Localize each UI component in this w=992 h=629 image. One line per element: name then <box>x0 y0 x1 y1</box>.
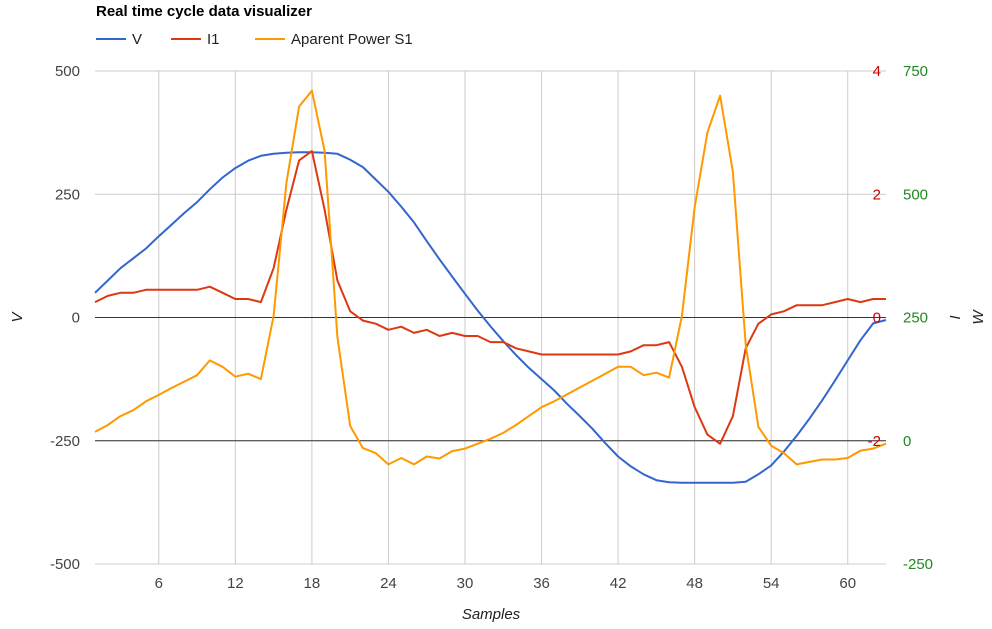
y-tick-label-i: 0 <box>873 310 881 327</box>
series-lines <box>94 89 887 484</box>
x-tick-label: 12 <box>227 575 244 592</box>
x-tick-label: 42 <box>610 575 627 592</box>
series-line-v <box>94 151 887 484</box>
x-tick-label: 54 <box>763 575 780 592</box>
y-tick-label-w: 250 <box>903 310 928 327</box>
y-tick-label-v: 0 <box>72 310 80 327</box>
y-tick-label-v: 500 <box>55 63 80 80</box>
legend-item[interactable]: Aparent Power S1 <box>255 31 413 48</box>
x-tick-label: 30 <box>457 575 474 592</box>
x-tick-label: 48 <box>686 575 703 592</box>
y-tick-label-i: 4 <box>873 63 881 80</box>
legend-item[interactable]: V <box>96 31 142 48</box>
y-tick-label-v: -250 <box>50 433 80 450</box>
x-tick-label: 18 <box>304 575 321 592</box>
x-tick-label: 6 <box>155 575 163 592</box>
x-axis-title: Samples <box>462 606 521 623</box>
y-tick-label-w: -250 <box>903 556 933 573</box>
legend-label: Aparent Power S1 <box>291 31 413 48</box>
tick-labels: 6 12 18 24 30 36 42 48 54 60-500-2500250500-2024-… <box>50 63 933 592</box>
legend[interactable]: V I1 Aparent Power S1 <box>96 31 413 48</box>
series-line-aparent-power-s1 <box>94 89 887 466</box>
y-tick-label-w: 500 <box>903 186 928 203</box>
chart-title: Real time cycle data visualizer <box>96 3 312 20</box>
x-tick-label: 36 <box>533 575 550 592</box>
y-tick-label-w: 0 <box>903 433 911 450</box>
y-tick-label-i: -2 <box>868 433 881 450</box>
x-tick-label: 60 <box>839 575 856 592</box>
y-tick-label-w: 750 <box>903 63 928 80</box>
y-tick-label-v: 250 <box>55 186 80 203</box>
axis-title-v: V <box>9 311 26 323</box>
axis-title-w: W <box>970 309 987 325</box>
y-tick-label-v: -500 <box>50 556 80 573</box>
legend-item[interactable]: I1 <box>171 31 220 48</box>
series-line-i1 <box>94 150 886 445</box>
y-tick-label-i: 2 <box>873 186 881 203</box>
legend-label: V <box>132 31 142 48</box>
axis-title-i: I <box>947 315 964 319</box>
legend-label: I1 <box>207 31 220 48</box>
x-tick-label: 24 <box>380 575 397 592</box>
